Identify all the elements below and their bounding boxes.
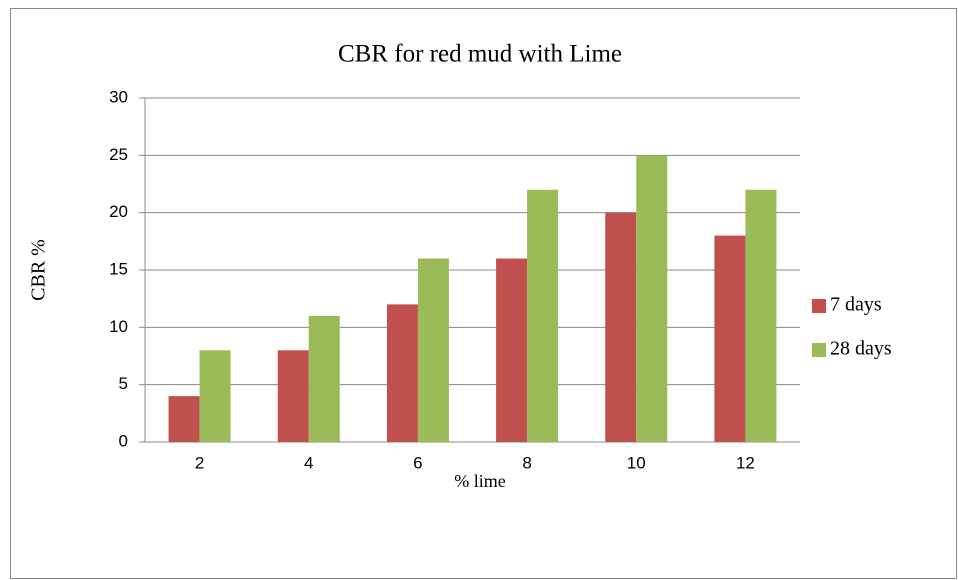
x-tick-label: 8 [522,453,531,472]
bar [605,212,637,442]
y-tick-label: 30 [109,87,128,106]
y-tick-label: 0 [119,431,128,450]
y-tick-label: 20 [109,202,128,221]
legend-swatch [812,343,826,357]
x-tick-label: 4 [304,453,313,472]
x-tick-label: 6 [413,453,422,472]
y-tick-label: 10 [109,317,128,336]
x-tick-label: 10 [627,453,646,472]
bar [496,258,528,442]
bar [168,396,200,442]
legend-label: 7 days [830,294,882,316]
legend-label: 28 days [830,338,892,360]
y-tick-label: 25 [109,145,128,164]
bar [417,258,449,442]
chart-title: CBR for red mud with Lime [338,41,622,68]
legend-swatch [812,299,826,313]
x-tick-label: 12 [736,453,755,472]
bar [745,189,777,442]
y-tick-label: 5 [119,374,128,393]
bar [308,315,340,442]
x-axis-label: % lime [454,471,506,491]
bar [386,304,418,442]
y-tick-label: 15 [109,259,128,278]
bar [199,350,231,442]
bar [277,350,309,442]
bar [636,155,668,443]
bar [714,235,746,442]
bar [527,189,559,442]
x-tick-label: 2 [195,453,204,472]
y-axis-label: CBR % [28,239,50,301]
chart-border [10,8,957,579]
